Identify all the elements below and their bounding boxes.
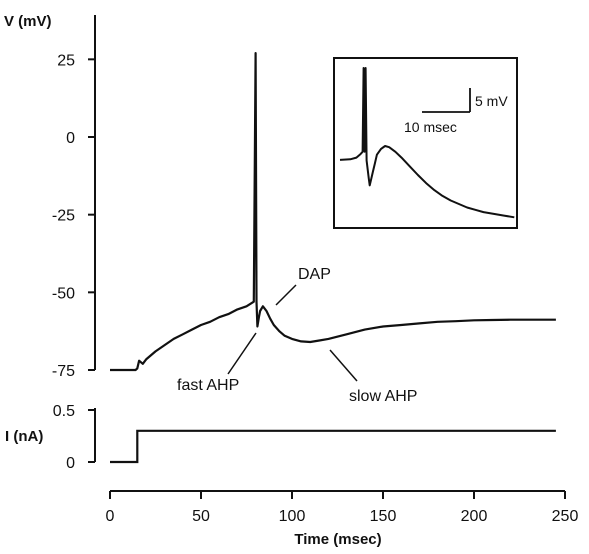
slow-ahp-pointer bbox=[329, 349, 358, 382]
inset-trace bbox=[339, 67, 515, 219]
time-tick-label: 50 bbox=[192, 508, 210, 525]
time-tick-label: 0 bbox=[106, 508, 115, 525]
voltage-tick-label: -75 bbox=[52, 363, 75, 380]
dap-pointer bbox=[275, 284, 297, 306]
current-ticks: 0.50 bbox=[53, 403, 95, 472]
fast-ahp-pointer bbox=[227, 332, 257, 375]
fast-ahp-label: fast AHP bbox=[177, 377, 239, 394]
voltage-tick-label: 0 bbox=[66, 130, 75, 147]
current-tick-label: 0 bbox=[66, 455, 75, 472]
voltage-trace bbox=[110, 52, 556, 372]
current-panel: I (nA) 0.50 bbox=[5, 403, 556, 472]
time-axis: 0 50 100 150 200 250 Time (msec) bbox=[106, 490, 579, 548]
voltage-tick-label: -25 bbox=[52, 208, 75, 225]
time-scale-label: 10 msec bbox=[404, 119, 457, 135]
time-ticks: 0 50 100 150 200 250 bbox=[106, 491, 579, 525]
inset-panel: 5 mV 10 msec bbox=[333, 57, 518, 229]
voltage-axis-label: V (mV) bbox=[4, 13, 52, 30]
dap-label: DAP bbox=[298, 266, 331, 283]
time-tick-label: 150 bbox=[370, 508, 397, 525]
current-axis-label: I (nA) bbox=[5, 428, 43, 445]
voltage-tick-label: -50 bbox=[52, 285, 75, 302]
slow-ahp-label: slow AHP bbox=[349, 388, 417, 405]
time-tick-label: 250 bbox=[552, 508, 579, 525]
current-tick-label: 0.5 bbox=[53, 403, 75, 420]
voltage-tick-label: 25 bbox=[57, 52, 75, 69]
voltage-panel: V (mV) 25 0 -25 -50 -75 DAP fast AHP slow AH… bbox=[4, 13, 556, 405]
voltage-scale-label: 5 mV bbox=[475, 93, 508, 109]
inset-frame bbox=[333, 57, 518, 229]
time-axis-label: Time (msec) bbox=[294, 531, 381, 548]
time-tick-label: 100 bbox=[279, 508, 306, 525]
voltage-ticks: 25 0 -25 -50 -75 bbox=[52, 52, 95, 380]
current-trace bbox=[110, 429, 556, 464]
time-tick-label: 200 bbox=[461, 508, 488, 525]
